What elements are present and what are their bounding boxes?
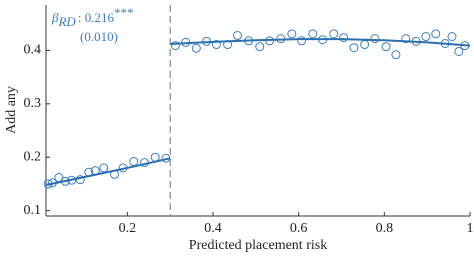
x-tick-label: 1 xyxy=(467,221,474,236)
data-point xyxy=(170,41,180,51)
data-point xyxy=(232,30,242,40)
annotation-stars: *** xyxy=(114,5,134,20)
fit-line xyxy=(170,38,471,47)
annotation-estimate: βRD: 0.216*** xyxy=(51,5,133,29)
data-point xyxy=(255,42,265,52)
data-point xyxy=(421,32,431,42)
y-tick-label: 0.2 xyxy=(24,149,42,164)
fit-line xyxy=(45,157,171,186)
data-point xyxy=(297,36,307,46)
data-point xyxy=(391,50,401,60)
x-tick-label: 0.6 xyxy=(290,221,308,236)
data-point xyxy=(99,163,109,173)
y-tick-label: 0.4 xyxy=(24,43,42,58)
data-point xyxy=(339,33,349,43)
data-point xyxy=(129,157,139,167)
x-axis-label: Predicted placement risk xyxy=(189,238,327,253)
data-point xyxy=(370,34,380,44)
data-point xyxy=(454,46,464,56)
x-tick-label: 0.8 xyxy=(376,221,394,236)
data-point xyxy=(191,43,201,53)
annotation-se: (0.010) xyxy=(80,29,118,44)
data-point xyxy=(308,29,318,39)
data-point xyxy=(431,29,441,39)
data-point xyxy=(329,29,339,39)
annotation-symbol: β xyxy=(51,10,59,25)
data-point xyxy=(349,43,359,53)
y-tick-label: 0.3 xyxy=(24,96,42,111)
annotation-subscript: RD xyxy=(57,14,76,29)
y-axis-label: Add any xyxy=(4,86,19,134)
x-tick-label: 0.4 xyxy=(204,221,222,236)
data-point xyxy=(211,40,221,50)
data-point xyxy=(401,34,411,44)
data-point xyxy=(287,29,297,39)
y-tick-label: 0.1 xyxy=(24,203,42,218)
annotation-value: : 0.216 xyxy=(78,10,115,25)
data-point xyxy=(447,32,457,42)
data-point xyxy=(381,42,391,52)
x-tick-label: 0.2 xyxy=(119,221,137,236)
data-point xyxy=(360,40,370,50)
